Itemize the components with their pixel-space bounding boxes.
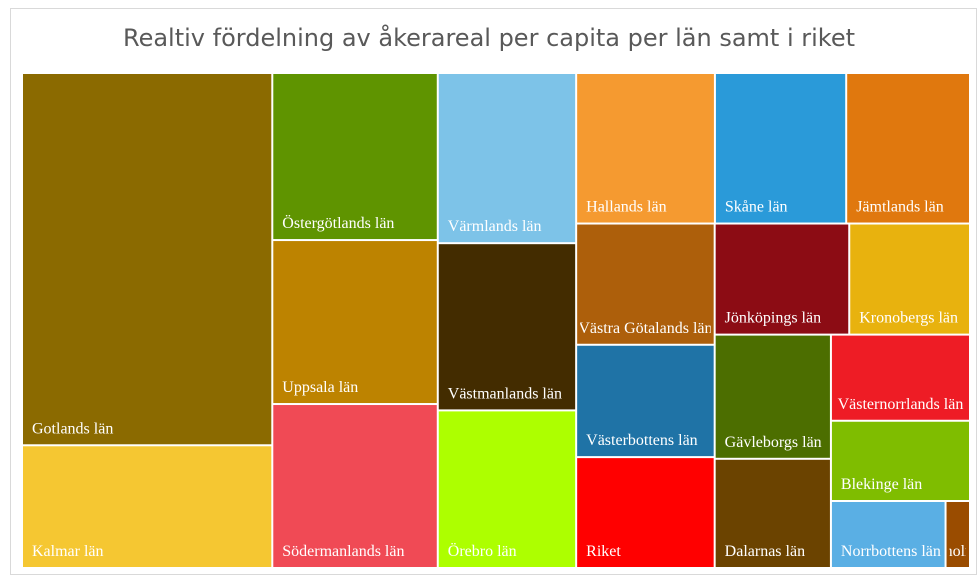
tile-label: Jönköpings län	[725, 310, 821, 327]
treemap-tile	[715, 335, 830, 458]
treemap-tile	[23, 446, 272, 567]
tile-label: Värmlands län	[448, 218, 542, 235]
tile-label: Gotlands län	[32, 420, 113, 437]
treemap-tile	[438, 244, 576, 410]
tile-label: Jämtlands län	[856, 199, 944, 216]
treemap-tile	[438, 411, 576, 567]
tile-label: Västerbottens län	[586, 432, 698, 449]
treemap-tile	[715, 459, 830, 567]
treemap-tile	[715, 224, 849, 334]
tile-label: Västmanlands län	[448, 385, 562, 402]
tile-label: Hallands län	[586, 199, 666, 216]
tile-label: Västernorrlands län	[838, 396, 964, 413]
treemap-tile	[850, 224, 969, 334]
treemap-tile	[273, 74, 437, 240]
treemap-tile	[577, 74, 714, 223]
treemap-tile	[847, 74, 969, 223]
tile-label: Skåne län	[725, 199, 788, 216]
tile-label: Uppsala län	[282, 379, 358, 396]
tile-label: Riket	[586, 543, 621, 560]
tile-label: Örebro län	[448, 542, 517, 560]
tile-label: Västra Götalands län	[578, 320, 712, 337]
treemap-tile	[273, 405, 437, 567]
tile-label: Blekinge län	[841, 476, 922, 493]
treemap-tile	[577, 224, 714, 344]
chart-title: Realtiv fördelning av åkerareal per capi…	[123, 23, 855, 52]
tile-label: Dalarnas län	[725, 543, 805, 560]
tile-label: Södermanlands län	[282, 543, 404, 560]
treemap-tile	[273, 241, 437, 404]
tile-label: Norrbottens län	[841, 543, 941, 560]
tile-label: Kronobergs län	[859, 310, 958, 327]
treemap-tile	[577, 458, 714, 567]
treemap-tile	[438, 74, 576, 243]
tile-label: Stockholms län	[908, 543, 978, 560]
treemap-tile	[831, 421, 969, 501]
treemap-tile	[946, 502, 969, 567]
treemap-tile	[831, 335, 969, 420]
treemap-tile	[715, 74, 846, 223]
treemap-tile	[23, 74, 272, 445]
treemap-tile	[577, 345, 714, 457]
tile-label: Kalmar län	[32, 543, 104, 560]
tile-label: Gävleborgs län	[725, 434, 822, 451]
treemap-tile	[831, 502, 945, 567]
tile-label: Östergötlands län	[282, 214, 394, 232]
